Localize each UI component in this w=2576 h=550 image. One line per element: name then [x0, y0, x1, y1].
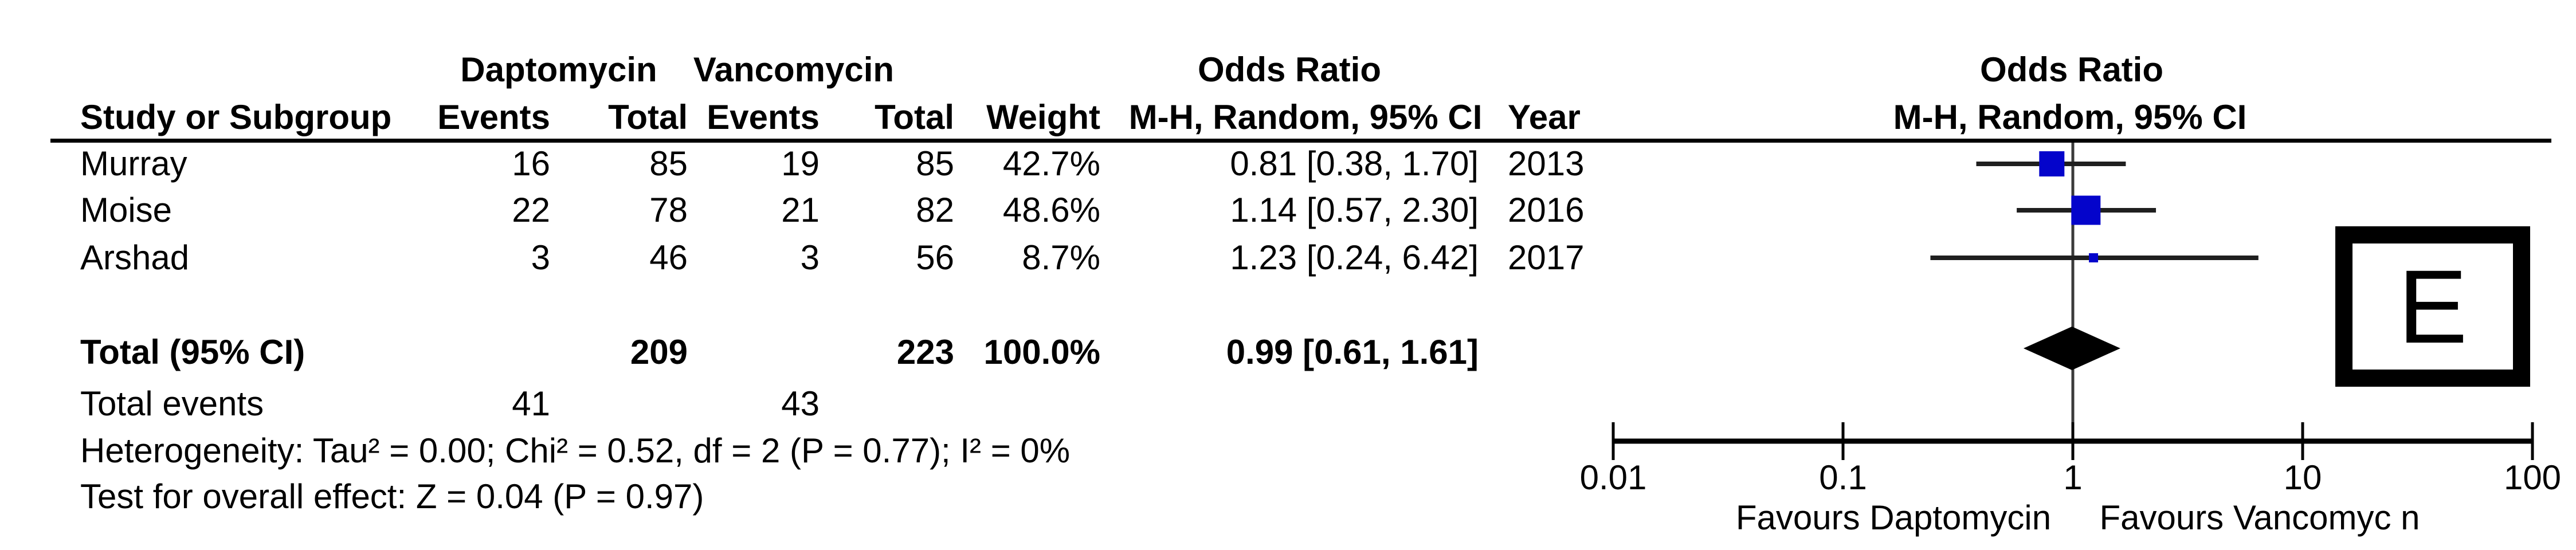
overall-effect-text: Test for overall effect: Z = 0.04 (P = 0… [80, 477, 704, 516]
col-header-study: Study or Subgroup [80, 98, 392, 136]
total-dapto: 46 [649, 238, 688, 277]
total-vanco: 85 [916, 144, 954, 183]
odds-ratio-header-right: Odds Ratio [1979, 50, 2164, 89]
table-row: Arshad 3 46 3 56 8.7% 1.23 [0.24, 6.42] … [0, 235, 2576, 281]
axis-tick-label: 10 [2283, 458, 2322, 497]
favours-right-label: Favours Vancomyc n [2099, 498, 2420, 537]
axis-tick-label: 1 [2063, 458, 2083, 497]
odds-ratio-header-left: Odds Ratio [1197, 50, 1382, 89]
panel-label: E [2398, 248, 2468, 365]
total-dapto: 78 [649, 191, 688, 229]
events-dapto: 22 [512, 191, 550, 229]
table-row: Moise 22 78 21 82 48.6% 1.14 [0.57, 2.30… [0, 187, 2576, 233]
year-value: 2016 [1508, 191, 1585, 229]
total-events-label: Total events [80, 384, 264, 423]
study-name: Moise [80, 191, 172, 229]
weight-square [2039, 151, 2065, 176]
or-ci-value: 1.14 [0.57, 2.30] [1230, 191, 1479, 229]
total-events-dapto: 41 [512, 384, 550, 423]
table-row: Murray 16 85 19 85 42.7% 0.81 [0.38, 1.7… [0, 141, 2576, 187]
col-header-weight: Weight [986, 98, 1100, 136]
weight-square [2089, 253, 2099, 262]
events-vanco: 19 [781, 144, 820, 183]
header-row-columns: Study or Subgroup Events Total Events To… [0, 95, 2576, 140]
events-vanco: 3 [800, 238, 820, 277]
total-n-vanco: 223 [896, 333, 954, 371]
heterogeneity-text: Heterogeneity: Tau² = 0.00; Chi² = 0.52,… [80, 431, 1071, 470]
col-header-mh-ci-right: M-H, Random, 95% CI [1893, 98, 2247, 136]
col-header-mh-ci-left: M-H, Random, 95% CI [1128, 98, 1483, 136]
year-value: 2017 [1508, 238, 1585, 277]
total-vanco: 82 [916, 191, 954, 229]
axis-tick-label: 0.1 [1819, 458, 1867, 497]
panel-label-box: E [2335, 226, 2530, 387]
total-events-vanco: 43 [781, 384, 820, 423]
total-dapto: 85 [649, 144, 688, 183]
year-value: 2013 [1508, 144, 1585, 183]
total-n-dapto: 209 [630, 333, 688, 371]
weight-value: 42.7% [1002, 144, 1100, 183]
heterogeneity-row: Heterogeneity: Tau² = 0.00; Chi² = 0.52,… [0, 428, 2576, 474]
col-header-events-vanco: Events [707, 98, 820, 136]
events-dapto: 3 [531, 238, 550, 277]
header-divider-line [50, 139, 2551, 143]
weight-value: 8.7% [1022, 238, 1100, 277]
summary-diamond [2023, 327, 2120, 370]
group-header-vancomycin: Vancomycin [693, 50, 895, 89]
weight-square [2071, 195, 2101, 225]
axis-tick-label: 0.01 [1579, 458, 1647, 497]
total-events-row: Total events 41 43 [0, 381, 2576, 427]
col-header-total-vanco: Total [875, 98, 954, 136]
events-dapto: 16 [512, 144, 550, 183]
axis-tick-label: 100 [2503, 458, 2562, 497]
or-ci-value: 1.23 [0.24, 6.42] [1230, 238, 1479, 277]
col-header-year: Year [1508, 98, 1581, 136]
study-name: Arshad [80, 238, 190, 277]
group-header-daptomycin: Daptomycin [460, 50, 657, 89]
events-vanco: 21 [781, 191, 820, 229]
total-vanco: 56 [916, 238, 954, 277]
total-weight: 100.0% [983, 333, 1101, 371]
total-label: Total (95% CI) [80, 333, 305, 371]
weight-value: 48.6% [1002, 191, 1100, 229]
or-ci-value: 0.81 [0.38, 1.70] [1230, 144, 1479, 183]
header-row-groups: Daptomycin Vancomycin Odds Ratio Odds Ra… [0, 47, 2576, 93]
col-header-events-dapto: Events [437, 98, 550, 136]
total-or-ci: 0.99 [0.61, 1.61] [1226, 333, 1479, 371]
favours-left-label: Favours Daptomycin [1735, 498, 2052, 537]
total-row: Total (95% CI) 209 223 100.0% 0.99 [0.61… [0, 329, 2576, 375]
study-name: Murray [80, 144, 187, 183]
col-header-total-dapto: Total [608, 98, 688, 136]
overall-effect-row: Test for overall effect: Z = 0.04 (P = 0… [0, 474, 2576, 520]
